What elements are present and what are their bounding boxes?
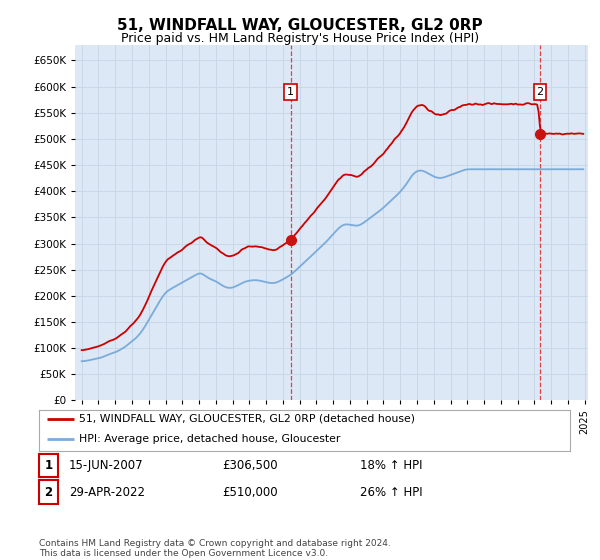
Text: £306,500: £306,500: [222, 459, 278, 472]
Text: 2: 2: [44, 486, 53, 499]
Text: Contains HM Land Registry data © Crown copyright and database right 2024.
This d: Contains HM Land Registry data © Crown c…: [39, 539, 391, 558]
Text: 29-APR-2022: 29-APR-2022: [69, 486, 145, 499]
Text: 18% ↑ HPI: 18% ↑ HPI: [360, 459, 422, 472]
Text: 1: 1: [44, 459, 53, 472]
Text: 26% ↑ HPI: 26% ↑ HPI: [360, 486, 422, 499]
Text: 15-JUN-2007: 15-JUN-2007: [69, 459, 143, 472]
Text: 1: 1: [287, 87, 294, 97]
Text: Price paid vs. HM Land Registry's House Price Index (HPI): Price paid vs. HM Land Registry's House …: [121, 32, 479, 45]
Text: HPI: Average price, detached house, Gloucester: HPI: Average price, detached house, Glou…: [79, 435, 340, 444]
Text: 51, WINDFALL WAY, GLOUCESTER, GL2 0RP (detached house): 51, WINDFALL WAY, GLOUCESTER, GL2 0RP (d…: [79, 414, 415, 424]
Text: 51, WINDFALL WAY, GLOUCESTER, GL2 0RP: 51, WINDFALL WAY, GLOUCESTER, GL2 0RP: [117, 18, 483, 33]
Text: £510,000: £510,000: [222, 486, 278, 499]
Text: 2: 2: [536, 87, 544, 97]
